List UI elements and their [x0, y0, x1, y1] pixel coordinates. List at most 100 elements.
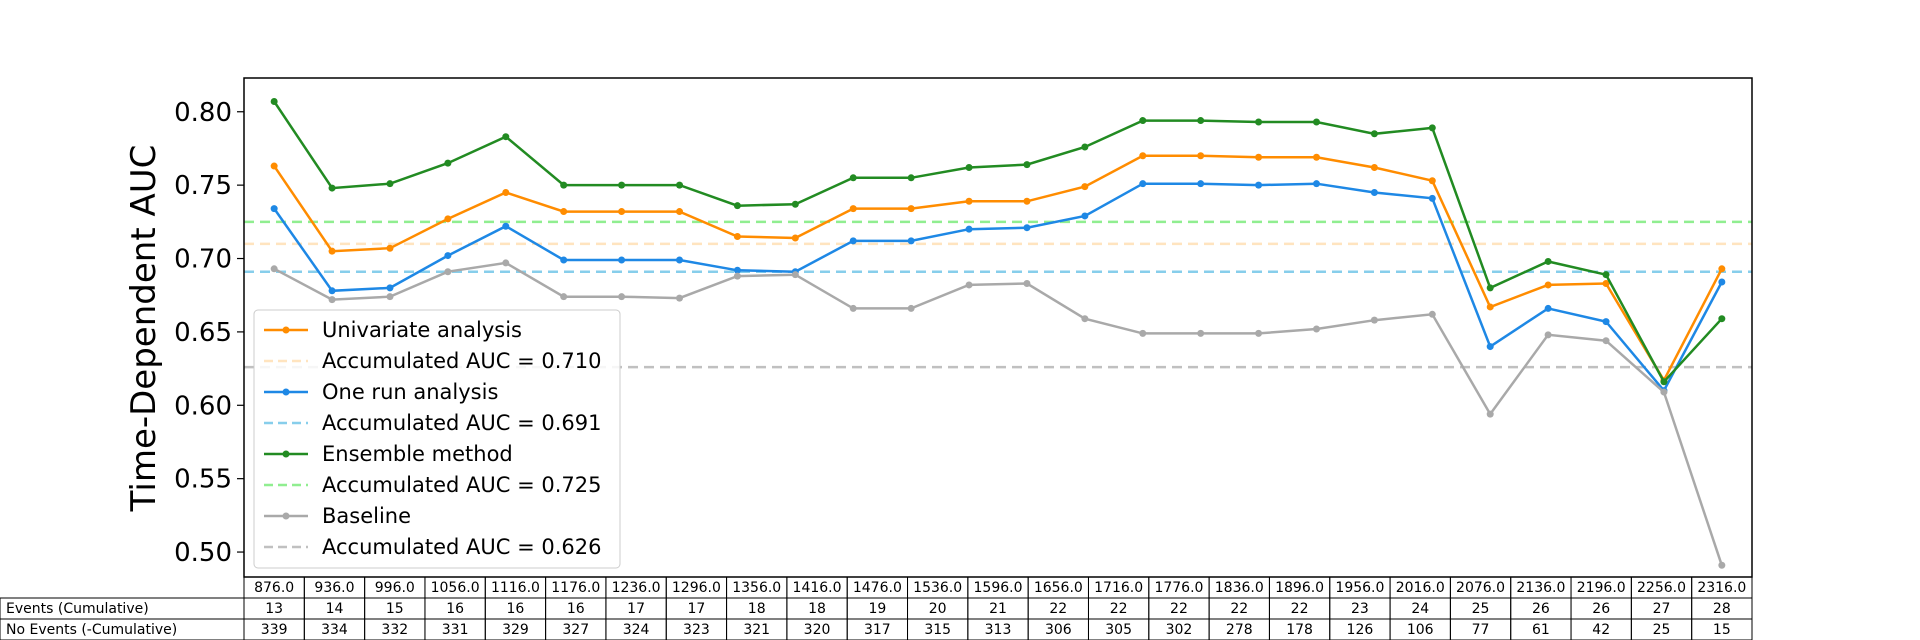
data-point — [1602, 318, 1610, 326]
data-point — [1023, 197, 1031, 205]
data-point — [849, 304, 857, 312]
data-point — [618, 181, 626, 189]
table-value: 19 — [868, 601, 886, 617]
table-value: 22 — [1230, 601, 1248, 617]
data-point — [1081, 183, 1089, 191]
data-point — [560, 208, 568, 216]
data-table: 876.0 936.0 996.0 1056.0 1116.0 1176.0 1236.0 1… — [0, 576, 1753, 640]
data-point — [1718, 561, 1726, 569]
accumulated-lines — [244, 220, 1752, 369]
data-point — [1660, 378, 1668, 386]
data-point — [386, 293, 394, 301]
x-tick-label: 1056.0 — [431, 580, 480, 596]
legend-label: Accumulated AUC = 0.626 — [322, 535, 602, 559]
data-point — [733, 266, 741, 274]
x-tick-label: 876.0 — [254, 580, 294, 596]
data-point — [328, 184, 336, 192]
table-value: 106 — [1407, 622, 1434, 638]
x-tick-label: 1656.0 — [1034, 580, 1083, 596]
table-value: 331 — [442, 622, 469, 638]
table-value: 315 — [924, 622, 951, 638]
series-line — [273, 261, 1723, 566]
data-point — [270, 265, 278, 273]
data-point — [1428, 194, 1436, 202]
data-point — [1718, 315, 1726, 323]
data-point — [1023, 161, 1031, 169]
x-tick-label: 1416.0 — [793, 580, 842, 596]
data-point — [676, 256, 684, 264]
x-tick-label: 1236.0 — [612, 580, 661, 596]
x-tick-label: 1836.0 — [1215, 580, 1264, 596]
legend-label: Ensemble method — [322, 442, 513, 466]
y-tick-label: 0.50 — [174, 538, 232, 568]
table-value: 317 — [864, 622, 891, 638]
x-tick-label: 936.0 — [314, 580, 354, 596]
data-point — [328, 287, 336, 295]
legend-label: Univariate analysis — [322, 318, 522, 342]
table-value: 26 — [1592, 601, 1610, 617]
x-tick-label: 2076.0 — [1456, 580, 1505, 596]
data-point — [1660, 388, 1668, 396]
table-value: 302 — [1166, 622, 1193, 638]
table-value: 18 — [808, 601, 826, 617]
data-point — [676, 208, 684, 216]
data-point — [1255, 329, 1263, 337]
table-value: 22 — [1170, 601, 1188, 617]
x-tick-label: 1596.0 — [974, 580, 1023, 596]
table-value: 14 — [326, 601, 344, 617]
series-lines — [270, 97, 1726, 569]
data-point — [560, 181, 568, 189]
data-point — [1023, 279, 1031, 287]
x-tick-label: 1476.0 — [853, 580, 902, 596]
x-tick-label: 1776.0 — [1154, 580, 1203, 596]
x-tick-label: 2136.0 — [1516, 580, 1565, 596]
data-point — [444, 252, 452, 260]
data-point — [1255, 118, 1263, 126]
data-point — [1197, 329, 1205, 337]
data-point — [328, 247, 336, 255]
data-point — [270, 205, 278, 213]
table-value: 305 — [1105, 622, 1132, 638]
table-value: 126 — [1347, 622, 1374, 638]
x-tick-label: 2316.0 — [1697, 580, 1746, 596]
data-point — [560, 293, 568, 301]
table-value: 27 — [1653, 601, 1671, 617]
legend-label: Accumulated AUC = 0.710 — [322, 349, 602, 373]
data-point — [907, 237, 915, 245]
series-line — [273, 100, 1723, 384]
legend-marker — [282, 326, 290, 334]
table-value: 13 — [265, 601, 283, 617]
data-point — [618, 256, 626, 264]
data-point — [1428, 177, 1436, 185]
data-point — [1139, 152, 1147, 160]
data-point — [1428, 124, 1436, 132]
legend-marker — [282, 388, 290, 396]
data-point — [676, 181, 684, 189]
table-value: 15 — [1713, 622, 1731, 638]
table-value: 25 — [1653, 622, 1671, 638]
data-point — [270, 162, 278, 170]
table-value: 24 — [1411, 601, 1429, 617]
data-point — [618, 208, 626, 216]
data-point — [1255, 153, 1263, 161]
table-value: 339 — [261, 622, 288, 638]
data-point — [1428, 310, 1436, 318]
data-point — [733, 202, 741, 210]
data-point — [270, 97, 278, 105]
table-value: 278 — [1226, 622, 1253, 638]
data-point — [1139, 180, 1147, 188]
data-point — [502, 222, 510, 230]
data-point — [1544, 331, 1552, 339]
x-tick-label: 1896.0 — [1275, 580, 1324, 596]
data-point — [1602, 271, 1610, 279]
series-line — [273, 154, 1723, 383]
legend-box — [253, 309, 621, 569]
table-value: 320 — [804, 622, 831, 638]
y-axis-label: Time-Dependent AUC — [124, 145, 164, 513]
data-point — [733, 233, 741, 241]
table-value: 16 — [446, 601, 464, 617]
data-point — [676, 294, 684, 302]
y-tick-label: 0.55 — [174, 465, 232, 495]
data-point — [849, 237, 857, 245]
data-point — [791, 200, 799, 208]
